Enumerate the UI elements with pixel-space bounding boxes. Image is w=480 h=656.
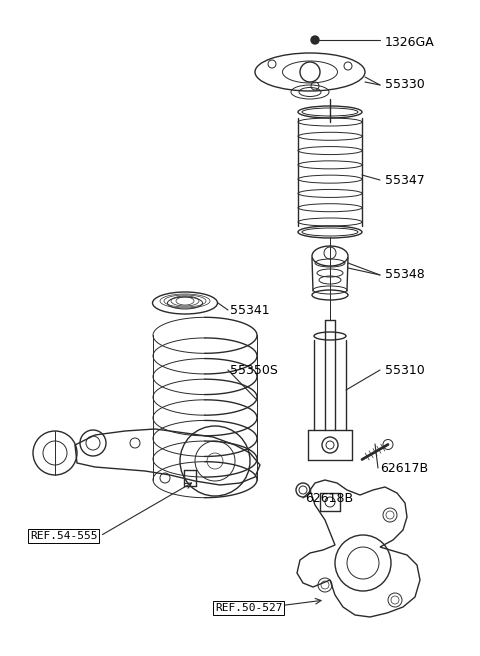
- Text: 62617B: 62617B: [380, 462, 428, 474]
- Text: 55350S: 55350S: [230, 363, 278, 377]
- Text: 62618B: 62618B: [305, 491, 353, 504]
- Text: 55310: 55310: [385, 363, 425, 377]
- Text: 55348: 55348: [385, 268, 425, 281]
- Text: 55341: 55341: [230, 304, 270, 316]
- Text: 1326GA: 1326GA: [385, 35, 435, 49]
- Text: 55347: 55347: [385, 173, 425, 186]
- Text: REF.50-527: REF.50-527: [215, 603, 283, 613]
- Circle shape: [311, 36, 319, 44]
- Text: 55330: 55330: [385, 79, 425, 91]
- Text: REF.54-555: REF.54-555: [30, 531, 97, 541]
